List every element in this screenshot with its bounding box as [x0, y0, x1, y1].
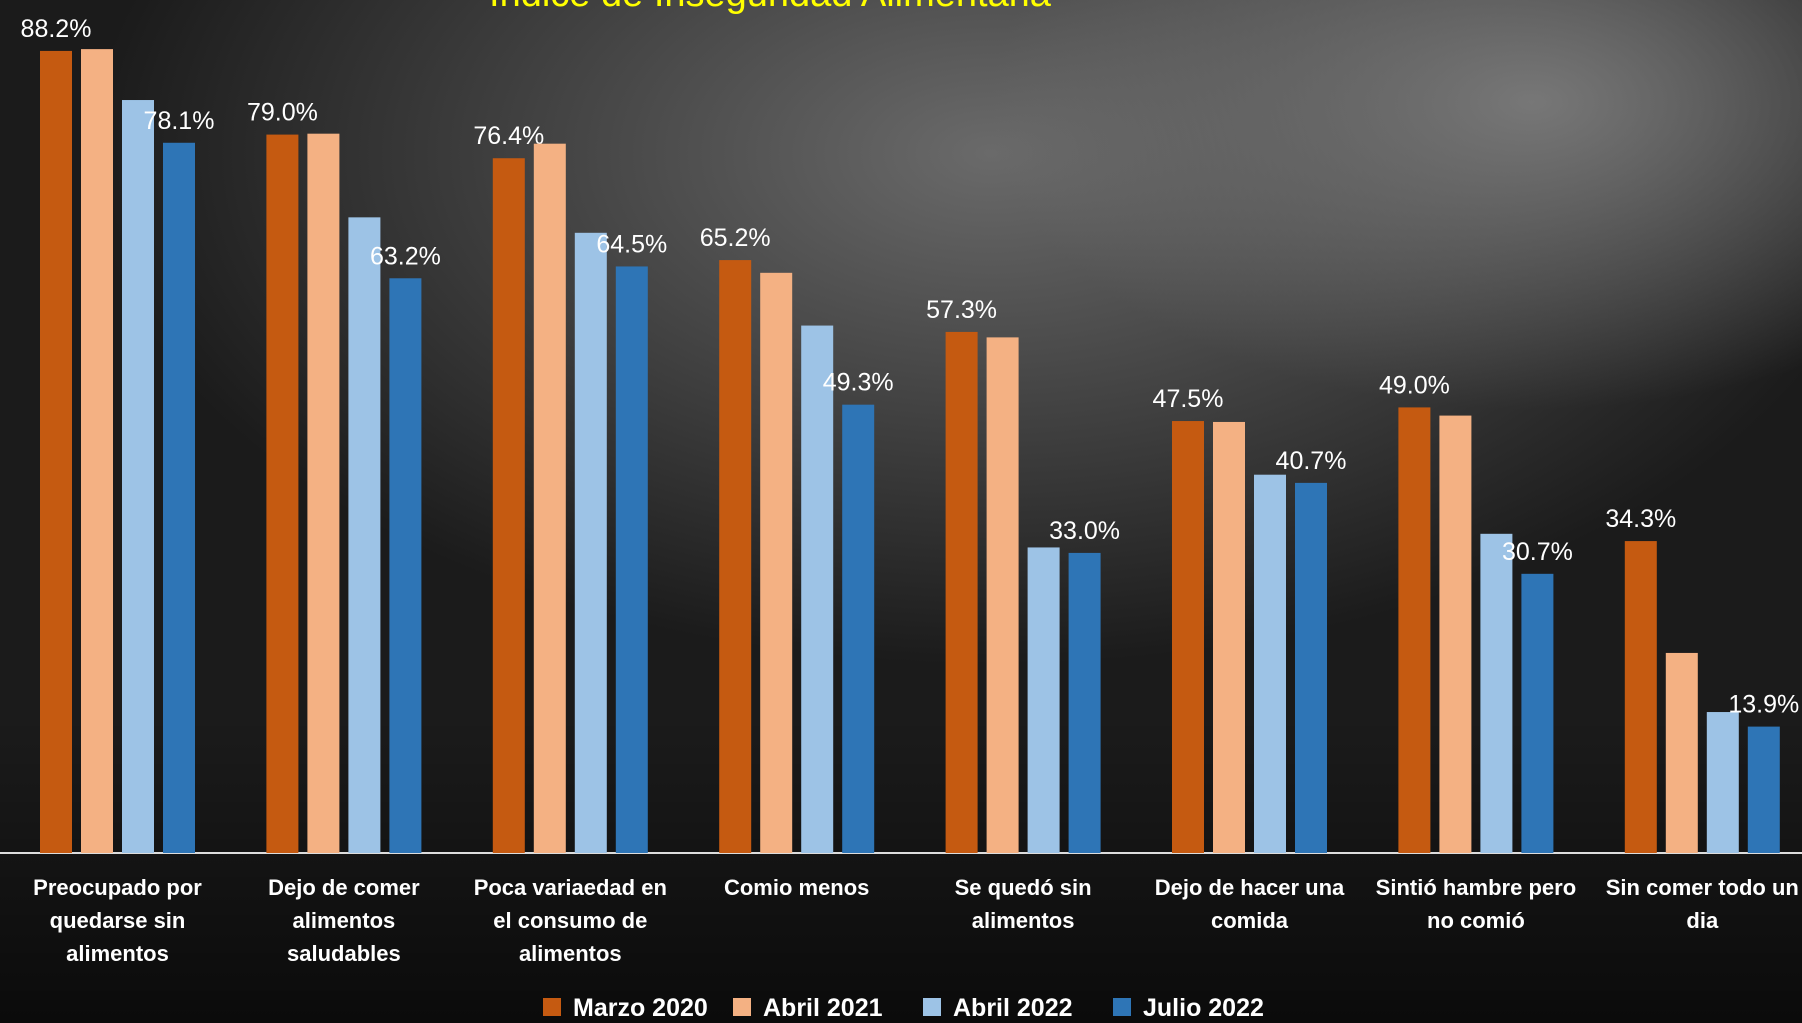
label-line: no comió	[1427, 908, 1525, 933]
value-label: 49.0%	[1379, 371, 1450, 399]
value-label: 79.0%	[247, 99, 318, 127]
label-line: Dejo de comer	[268, 875, 420, 900]
bar	[1439, 415, 1472, 853]
label-line: comida	[1211, 908, 1289, 933]
x-tick-label: Dejo de hacer una comida	[1155, 875, 1345, 933]
bar	[163, 142, 195, 853]
value-label: 88.2%	[21, 15, 92, 43]
bar	[266, 134, 299, 853]
bar	[1172, 421, 1204, 853]
label-line: alimentos	[293, 908, 396, 933]
label-line: el consumo de	[493, 908, 647, 933]
label-line: saludables	[287, 941, 401, 966]
bar	[615, 266, 648, 853]
value-label: 64.5%	[596, 230, 667, 258]
legend-swatch	[923, 998, 941, 1016]
bar	[1624, 541, 1657, 853]
bar	[1254, 474, 1286, 853]
x-tick-label: Sin comer todo un dia	[1606, 875, 1799, 933]
legend-label: Julio 2022	[1143, 994, 1264, 1022]
value-label: 34.3%	[1605, 505, 1676, 533]
bar	[40, 50, 72, 854]
bar	[389, 278, 422, 854]
bar	[801, 325, 834, 854]
bar	[1295, 482, 1327, 853]
bar	[307, 133, 340, 854]
value-label: 49.3%	[823, 369, 894, 397]
bar	[1027, 547, 1060, 853]
value-label: 57.3%	[926, 296, 997, 324]
x-tick-label: Dejo de comer alimentos saludables	[268, 875, 420, 966]
label-line: Sin comer todo un	[1606, 875, 1799, 900]
label-line: Preocupado por	[33, 875, 202, 900]
bar	[348, 217, 381, 853]
bar	[1665, 652, 1698, 853]
bar	[574, 232, 607, 854]
value-label: 30.7%	[1502, 538, 1573, 566]
chart-title: Índice de Inseguridad Alimentaria	[489, 0, 1052, 15]
bar	[1747, 726, 1780, 853]
bar	[81, 49, 113, 853]
bar	[1706, 712, 1739, 853]
bar	[1398, 407, 1431, 853]
bar	[842, 404, 875, 853]
bar	[1480, 533, 1513, 853]
value-label: 33.0%	[1049, 517, 1120, 545]
legend-label: Abril 2021	[763, 994, 883, 1022]
bar	[719, 260, 752, 854]
label-line: quedarse sin	[50, 908, 186, 933]
x-tick-label: Sintió hambre pero no comió	[1376, 875, 1576, 933]
legend-swatch	[1113, 998, 1131, 1016]
value-label: 65.2%	[700, 224, 771, 252]
legend-label: Marzo 2020	[573, 994, 708, 1022]
value-label: 40.7%	[1276, 447, 1347, 475]
bar	[760, 272, 793, 854]
value-label: 13.9%	[1728, 691, 1799, 719]
label-line: alimentos	[66, 941, 169, 966]
bar	[1068, 552, 1101, 853]
bar	[986, 337, 1019, 853]
label-line: Sintió hambre pero	[1376, 875, 1576, 900]
bar	[533, 143, 566, 853]
value-label: 78.1%	[144, 107, 215, 135]
bar	[1521, 573, 1554, 853]
x-tick-label: Preocupado por quedarse sin alimentos	[33, 875, 202, 966]
label-line: alimentos	[519, 941, 622, 966]
bar	[122, 100, 154, 853]
label-line: Se quedó sin	[955, 875, 1092, 900]
bar	[945, 331, 978, 853]
x-tick-label: Comio menos	[724, 875, 869, 900]
value-label: 63.2%	[370, 242, 441, 270]
legend-label: Abril 2022	[953, 994, 1073, 1022]
x-tick-label: Se quedó sin alimentos	[955, 875, 1092, 933]
bar	[492, 158, 525, 853]
label-line: Comio menos	[724, 875, 869, 900]
bar	[1213, 421, 1245, 853]
label-line: dia	[1686, 908, 1719, 933]
value-label: 76.4%	[473, 122, 544, 150]
legend-swatch	[733, 998, 751, 1016]
value-label: 47.5%	[1153, 385, 1224, 413]
label-line: Poca variaedad en	[474, 875, 667, 900]
label-line: Dejo de hacer una	[1155, 875, 1345, 900]
legend-swatch	[543, 998, 561, 1016]
label-line: alimentos	[972, 908, 1075, 933]
x-tick-label: Poca variaedad en el consumo de alimentos	[474, 875, 667, 966]
